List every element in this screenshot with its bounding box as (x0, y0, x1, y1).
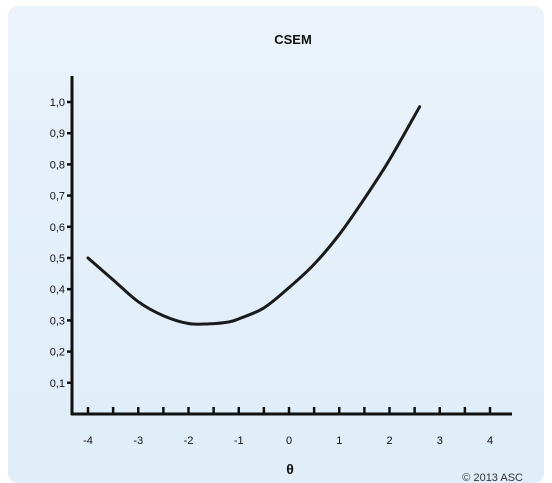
y-tick-label: 0,8 (50, 159, 65, 171)
x-axis-label: θ (286, 461, 294, 477)
y-tick-label: 0,4 (50, 284, 65, 296)
y-axis-ticks: 0,1 0,2 0,3 0,4 0,5 0,6 0,7 0,8 0,9 1,0 (50, 97, 72, 390)
x-tick-label: 3 (437, 435, 443, 447)
x-tick-label: 2 (386, 435, 392, 447)
series-line-csem (86, 105, 422, 326)
x-tick-label: -3 (133, 435, 143, 447)
y-tick-label: 0,1 (50, 378, 65, 390)
y-tick-label: 0,2 (50, 347, 65, 359)
y-tick-label: 0,9 (50, 128, 65, 140)
y-tick-label: 0,7 (50, 191, 65, 203)
x-tick-label: 0 (286, 435, 292, 447)
x-tick-label: -4 (83, 435, 93, 447)
x-tick-label: -1 (234, 435, 244, 447)
copyright-label: © 2013 ASC (462, 472, 523, 483)
y-tick-label: 0,5 (50, 253, 65, 265)
y-tick-label: 0,3 (50, 315, 65, 327)
y-tick-label: 0,6 (50, 222, 65, 234)
csem-chart: CSEM 0,1 0,2 0,3 0,4 0,5 0,6 0,7 0,8 0,9 1,0 -4 -3… (50, 32, 523, 483)
chart-panel: CSEM 0,1 0,2 0,3 0,4 0,5 0,6 0,7 0,8 0,9 1,0 -4 -3… (8, 6, 544, 483)
x-tick-label: 1 (336, 435, 342, 447)
chart-title: CSEM (274, 32, 312, 47)
x-tick-label: 4 (487, 435, 493, 447)
x-tick-label: -2 (184, 435, 194, 447)
y-tick-label: 1,0 (50, 97, 65, 109)
